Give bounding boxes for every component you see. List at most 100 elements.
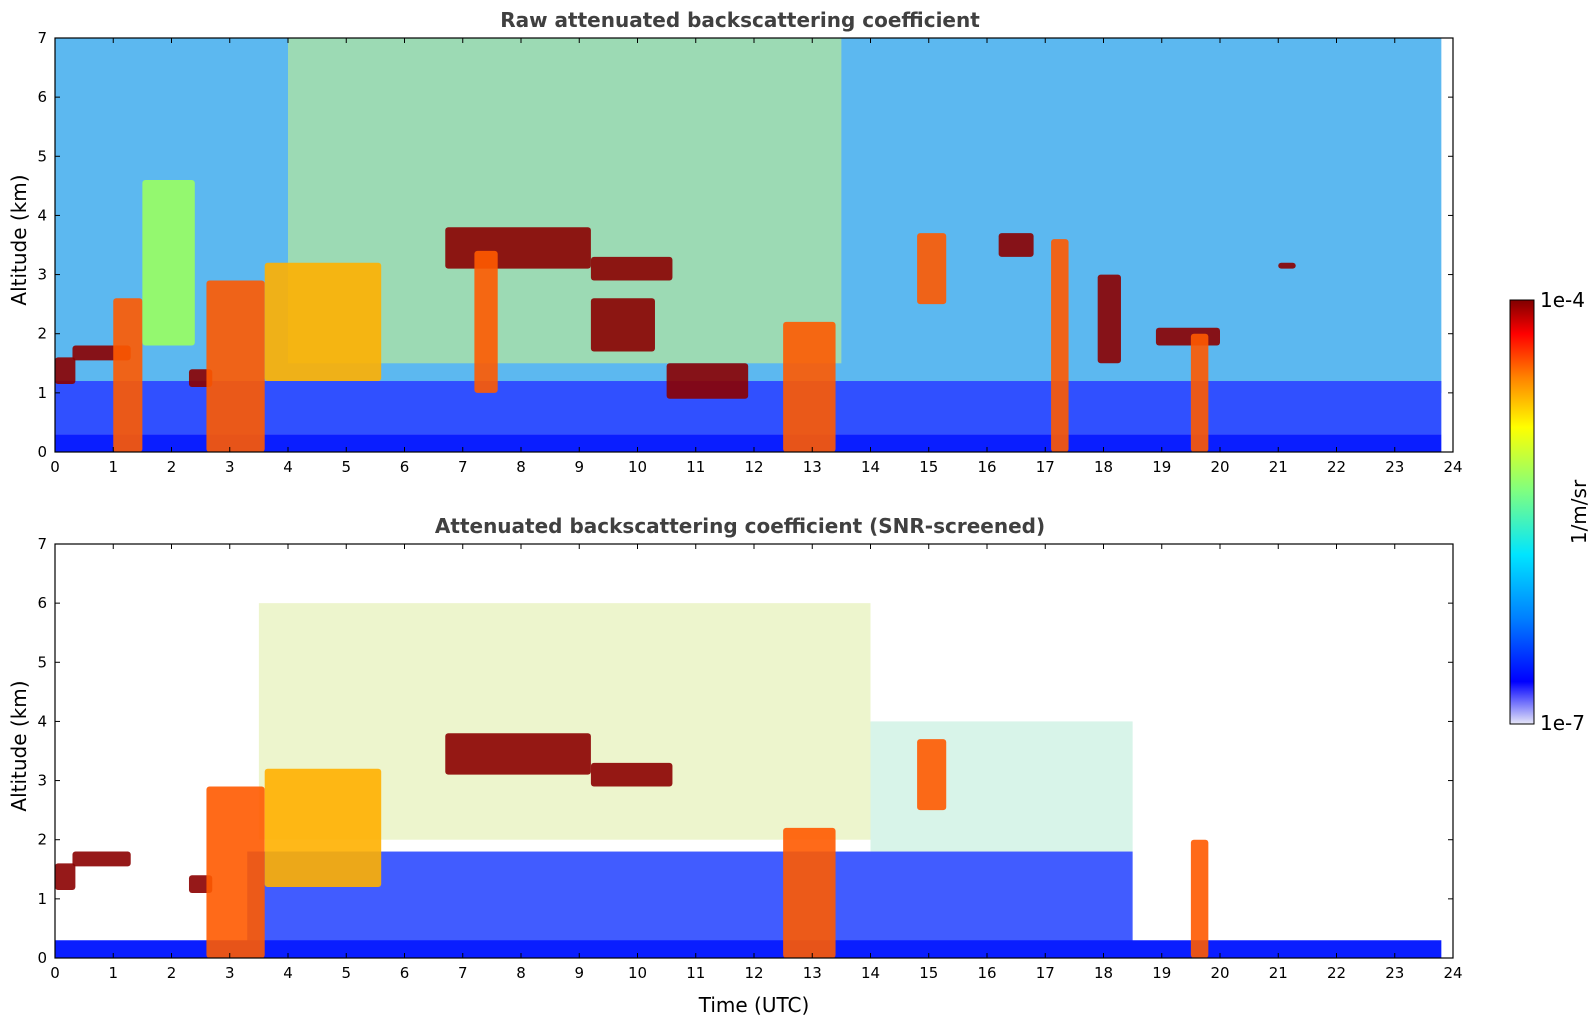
y-tick-label: 6 xyxy=(37,594,47,612)
y-tick-label: 5 xyxy=(37,147,47,165)
x-tick-label: 10 xyxy=(628,964,647,982)
y-tick-label: 2 xyxy=(37,831,47,849)
x-tick-label: 20 xyxy=(1210,458,1229,476)
x-tick-label: 4 xyxy=(283,964,293,982)
x-tick-label: 6 xyxy=(400,458,410,476)
colorbar-min-label: 1e-7 xyxy=(1540,711,1585,735)
x-tick-label: 5 xyxy=(341,964,351,982)
x-tick-label: 18 xyxy=(1094,458,1113,476)
feature-mark xyxy=(206,786,265,958)
x-tick-label: 3 xyxy=(225,458,235,476)
feature-mark xyxy=(1155,327,1220,346)
colorbar-unit-label: 1/m/sr xyxy=(1567,479,1591,544)
panel-raw: Raw attenuated backscattering coefficien… xyxy=(7,8,1463,476)
feature-mark xyxy=(72,851,131,867)
feature-mark xyxy=(590,762,673,787)
x-tick-label: 22 xyxy=(1327,964,1346,982)
x-tick-label: 17 xyxy=(1036,964,1055,982)
surface-band xyxy=(55,940,1442,958)
x-tick-label: 23 xyxy=(1385,964,1404,982)
feature-mark xyxy=(445,227,591,269)
feature-mark xyxy=(264,262,382,382)
y-tick-label: 3 xyxy=(37,772,47,790)
y-tick-label: 1 xyxy=(37,890,47,908)
feature-mark xyxy=(474,250,498,393)
feature-mark xyxy=(1051,239,1069,452)
x-axis-label: Time (UTC) xyxy=(698,993,810,1017)
x-tick-label: 22 xyxy=(1327,458,1346,476)
x-tick-label: 0 xyxy=(50,458,60,476)
y-tick-label: 1 xyxy=(37,384,47,402)
feature-mark xyxy=(590,298,655,352)
x-tick-label: 19 xyxy=(1152,964,1171,982)
x-tick-label: 1 xyxy=(108,964,118,982)
feature-layer-screened xyxy=(55,733,1209,958)
feature-mark xyxy=(264,768,382,888)
feature-mark xyxy=(1190,839,1209,958)
panel-screened: Attenuated backscattering coefficient (S… xyxy=(7,514,1463,1017)
x-tick-label: 24 xyxy=(1443,964,1462,982)
x-tick-label: 18 xyxy=(1094,964,1113,982)
plot-frame-raw xyxy=(54,37,1454,453)
x-tick-label: 7 xyxy=(458,964,468,982)
y-tick-label: 7 xyxy=(37,535,47,553)
feature-mark xyxy=(1278,262,1296,269)
feature-mark xyxy=(445,733,591,775)
x-tick-label: 16 xyxy=(977,458,996,476)
feature-mark xyxy=(1097,274,1121,364)
feature-mark xyxy=(55,863,76,890)
x-tick-label: 23 xyxy=(1385,458,1404,476)
feature-mark xyxy=(1190,333,1209,452)
y-tick-label: 5 xyxy=(37,653,47,671)
feature-mark xyxy=(590,256,673,281)
colorbar: 1e-4 1e-7 1/m/sr xyxy=(1509,288,1591,735)
ticks-raw: 0 1 2 3 4 5 6 7 8 9 10 11 12 13 14 15 16 17 18 19 20 21 22 23 24… xyxy=(37,29,1462,476)
feature-mark xyxy=(783,321,836,452)
x-tick-label: 21 xyxy=(1269,458,1288,476)
x-tick-label: 4 xyxy=(283,458,293,476)
y-tick-label: 4 xyxy=(37,712,47,730)
y-tick-label: 2 xyxy=(37,325,47,343)
x-tick-label: 0 xyxy=(50,964,60,982)
y-tick-label: 0 xyxy=(37,949,47,967)
x-tick-label: 8 xyxy=(516,964,526,982)
x-tick-label: 14 xyxy=(861,964,880,982)
x-tick-label: 2 xyxy=(167,964,177,982)
x-tick-label: 14 xyxy=(861,458,880,476)
x-tick-label: 17 xyxy=(1036,458,1055,476)
x-tick-label: 19 xyxy=(1152,458,1171,476)
x-tick-label: 16 xyxy=(977,964,996,982)
x-tick-label: 8 xyxy=(516,458,526,476)
x-tick-label: 15 xyxy=(919,964,938,982)
y-tick-label: 0 xyxy=(37,443,47,461)
feature-mark xyxy=(998,233,1034,257)
x-tick-label: 21 xyxy=(1269,964,1288,982)
ticks-screened: 0 1 2 3 4 5 6 7 8 9 10 11 12 13 14 15 16 17 18 19 20 21 22 23 24… xyxy=(37,535,1462,982)
colorbar-max-label: 1e-4 xyxy=(1540,288,1585,312)
x-tick-label: 9 xyxy=(574,964,584,982)
x-tick-label: 11 xyxy=(686,458,705,476)
panel-title-screened: Attenuated backscattering coefficient (S… xyxy=(435,514,1045,538)
x-tick-label: 3 xyxy=(225,964,235,982)
y-tick-label: 6 xyxy=(37,88,47,106)
feature-mark xyxy=(206,280,265,452)
x-tick-label: 5 xyxy=(341,458,351,476)
x-tick-label: 12 xyxy=(744,964,763,982)
x-tick-label: 9 xyxy=(574,458,584,476)
y-axis-label-screened: Altitude (km) xyxy=(7,680,31,811)
x-tick-label: 10 xyxy=(628,458,647,476)
feature-mark xyxy=(142,179,195,346)
feature-mark xyxy=(55,357,76,384)
feature-mark xyxy=(783,827,836,958)
x-tick-label: 2 xyxy=(167,458,177,476)
y-tick-label: 4 xyxy=(37,206,47,224)
x-tick-label: 11 xyxy=(686,964,705,982)
x-tick-label: 15 xyxy=(919,458,938,476)
feature-layer-raw xyxy=(55,179,1296,452)
x-tick-label: 13 xyxy=(803,964,822,982)
x-tick-label: 12 xyxy=(744,458,763,476)
plot-frame-screened xyxy=(54,543,1454,959)
y-tick-label: 3 xyxy=(37,266,47,284)
